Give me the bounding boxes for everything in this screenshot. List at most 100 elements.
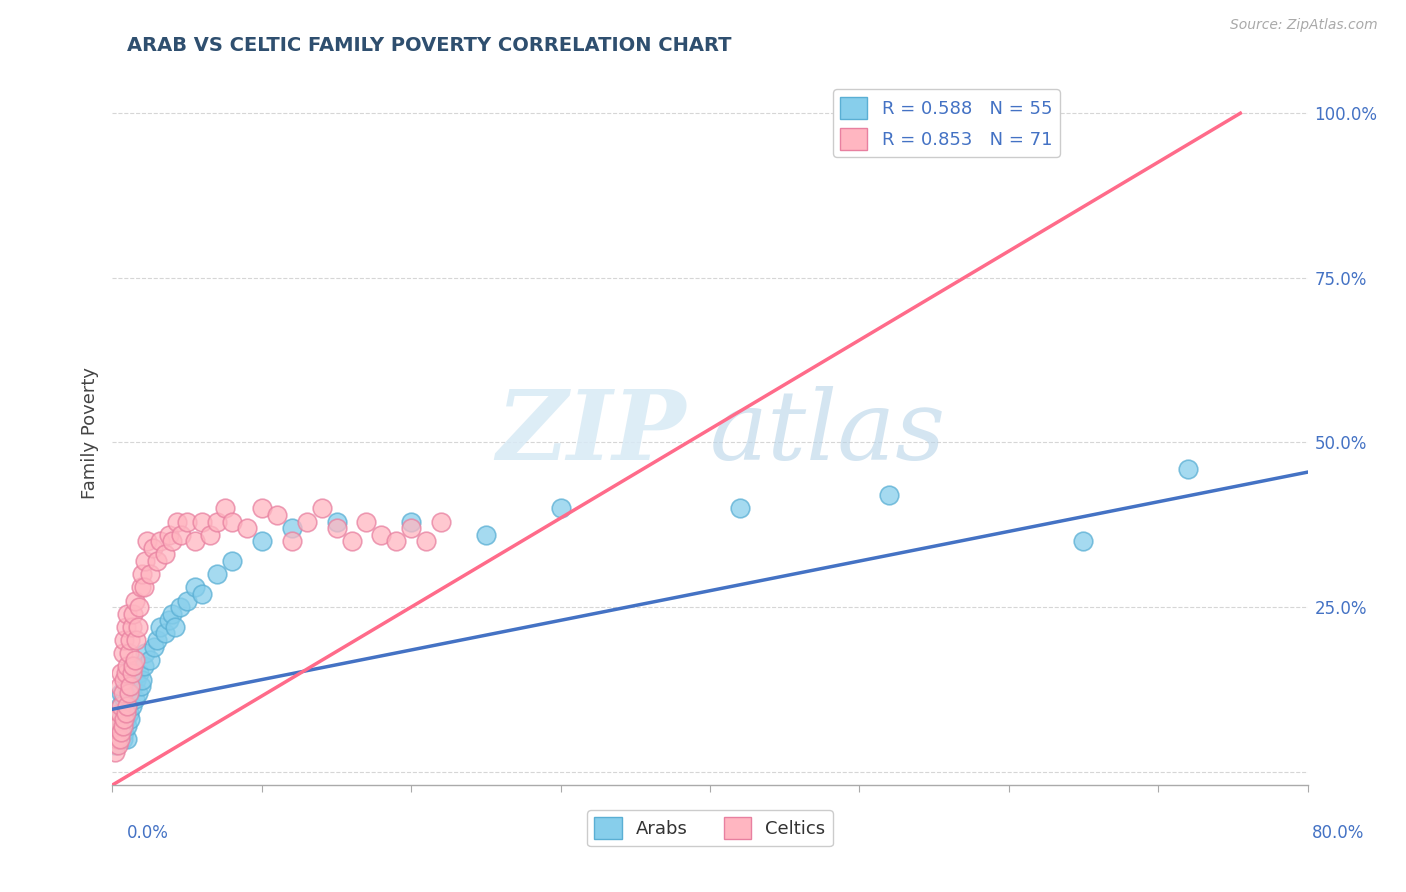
Point: [114, 725, 135, 739]
Point: [124, 692, 146, 706]
Point: [108, 698, 131, 713]
Point: [166, 515, 188, 529]
Point: [107, 731, 129, 746]
Point: [475, 527, 498, 541]
Point: [430, 515, 453, 529]
Point: [221, 515, 243, 529]
Point: [117, 607, 139, 621]
Point: [169, 600, 191, 615]
Point: [205, 515, 228, 529]
Point: [128, 600, 150, 615]
Point: [281, 521, 304, 535]
Point: [117, 659, 139, 673]
Point: [415, 534, 437, 549]
Point: [401, 515, 423, 529]
Point: [108, 712, 131, 726]
Point: [118, 686, 141, 700]
Point: [295, 515, 318, 529]
Point: [114, 673, 135, 687]
Point: [121, 698, 143, 713]
Point: [143, 640, 166, 654]
Point: [311, 501, 333, 516]
Point: [385, 534, 408, 549]
Point: [1073, 534, 1095, 549]
Point: [139, 567, 162, 582]
Point: [108, 706, 131, 720]
Point: [325, 515, 347, 529]
Point: [111, 706, 134, 720]
Point: [105, 725, 128, 739]
Point: [117, 698, 139, 713]
Legend: Arabs, Celtics: Arabs, Celtics: [588, 810, 832, 847]
Point: [149, 534, 172, 549]
Point: [176, 593, 198, 607]
Point: [120, 633, 142, 648]
Point: [131, 673, 153, 687]
Point: [250, 534, 273, 549]
Point: [157, 527, 180, 541]
Point: [121, 659, 143, 673]
Point: [146, 554, 169, 568]
Point: [111, 686, 134, 700]
Point: [120, 679, 142, 693]
Point: [129, 679, 152, 693]
Point: [110, 686, 132, 700]
Text: atlas: atlas: [710, 385, 946, 480]
Point: [117, 698, 139, 713]
Point: [139, 653, 162, 667]
Point: [162, 534, 183, 549]
Point: [550, 501, 572, 516]
Point: [149, 620, 172, 634]
Point: [153, 548, 176, 562]
Point: [115, 665, 138, 680]
Point: [118, 673, 141, 687]
Point: [127, 620, 149, 634]
Point: [131, 567, 153, 582]
Point: [214, 501, 236, 516]
Point: [104, 739, 127, 753]
Point: [120, 712, 142, 726]
Point: [111, 719, 134, 733]
Point: [879, 488, 901, 502]
Point: [183, 581, 205, 595]
Point: [191, 515, 214, 529]
Text: Source: ZipAtlas.com: Source: ZipAtlas.com: [1230, 18, 1378, 32]
Point: [356, 515, 378, 529]
Point: [129, 581, 152, 595]
Text: ZIP: ZIP: [496, 385, 686, 480]
Point: [115, 679, 138, 693]
Point: [110, 665, 132, 680]
Point: [114, 692, 135, 706]
Point: [105, 731, 128, 746]
Point: [176, 515, 198, 529]
Point: [370, 527, 392, 541]
Point: [134, 646, 156, 660]
Point: [115, 620, 138, 634]
Point: [124, 593, 146, 607]
Point: [117, 719, 139, 733]
Point: [107, 739, 129, 753]
Point: [125, 633, 148, 648]
Point: [146, 633, 169, 648]
Text: 0.0%: 0.0%: [127, 824, 169, 842]
Point: [134, 554, 156, 568]
Point: [108, 679, 131, 693]
Point: [104, 745, 127, 759]
Point: [125, 673, 148, 687]
Point: [250, 501, 273, 516]
Y-axis label: Family Poverty: Family Poverty: [80, 367, 98, 499]
Point: [153, 626, 176, 640]
Point: [132, 581, 155, 595]
Point: [108, 731, 131, 746]
Point: [132, 659, 155, 673]
Point: [120, 686, 142, 700]
Point: [124, 653, 146, 667]
Point: [401, 521, 423, 535]
Point: [325, 521, 347, 535]
Point: [128, 665, 150, 680]
Point: [340, 534, 363, 549]
Point: [121, 665, 143, 680]
Point: [121, 620, 143, 634]
Point: [281, 534, 304, 549]
Point: [111, 731, 134, 746]
